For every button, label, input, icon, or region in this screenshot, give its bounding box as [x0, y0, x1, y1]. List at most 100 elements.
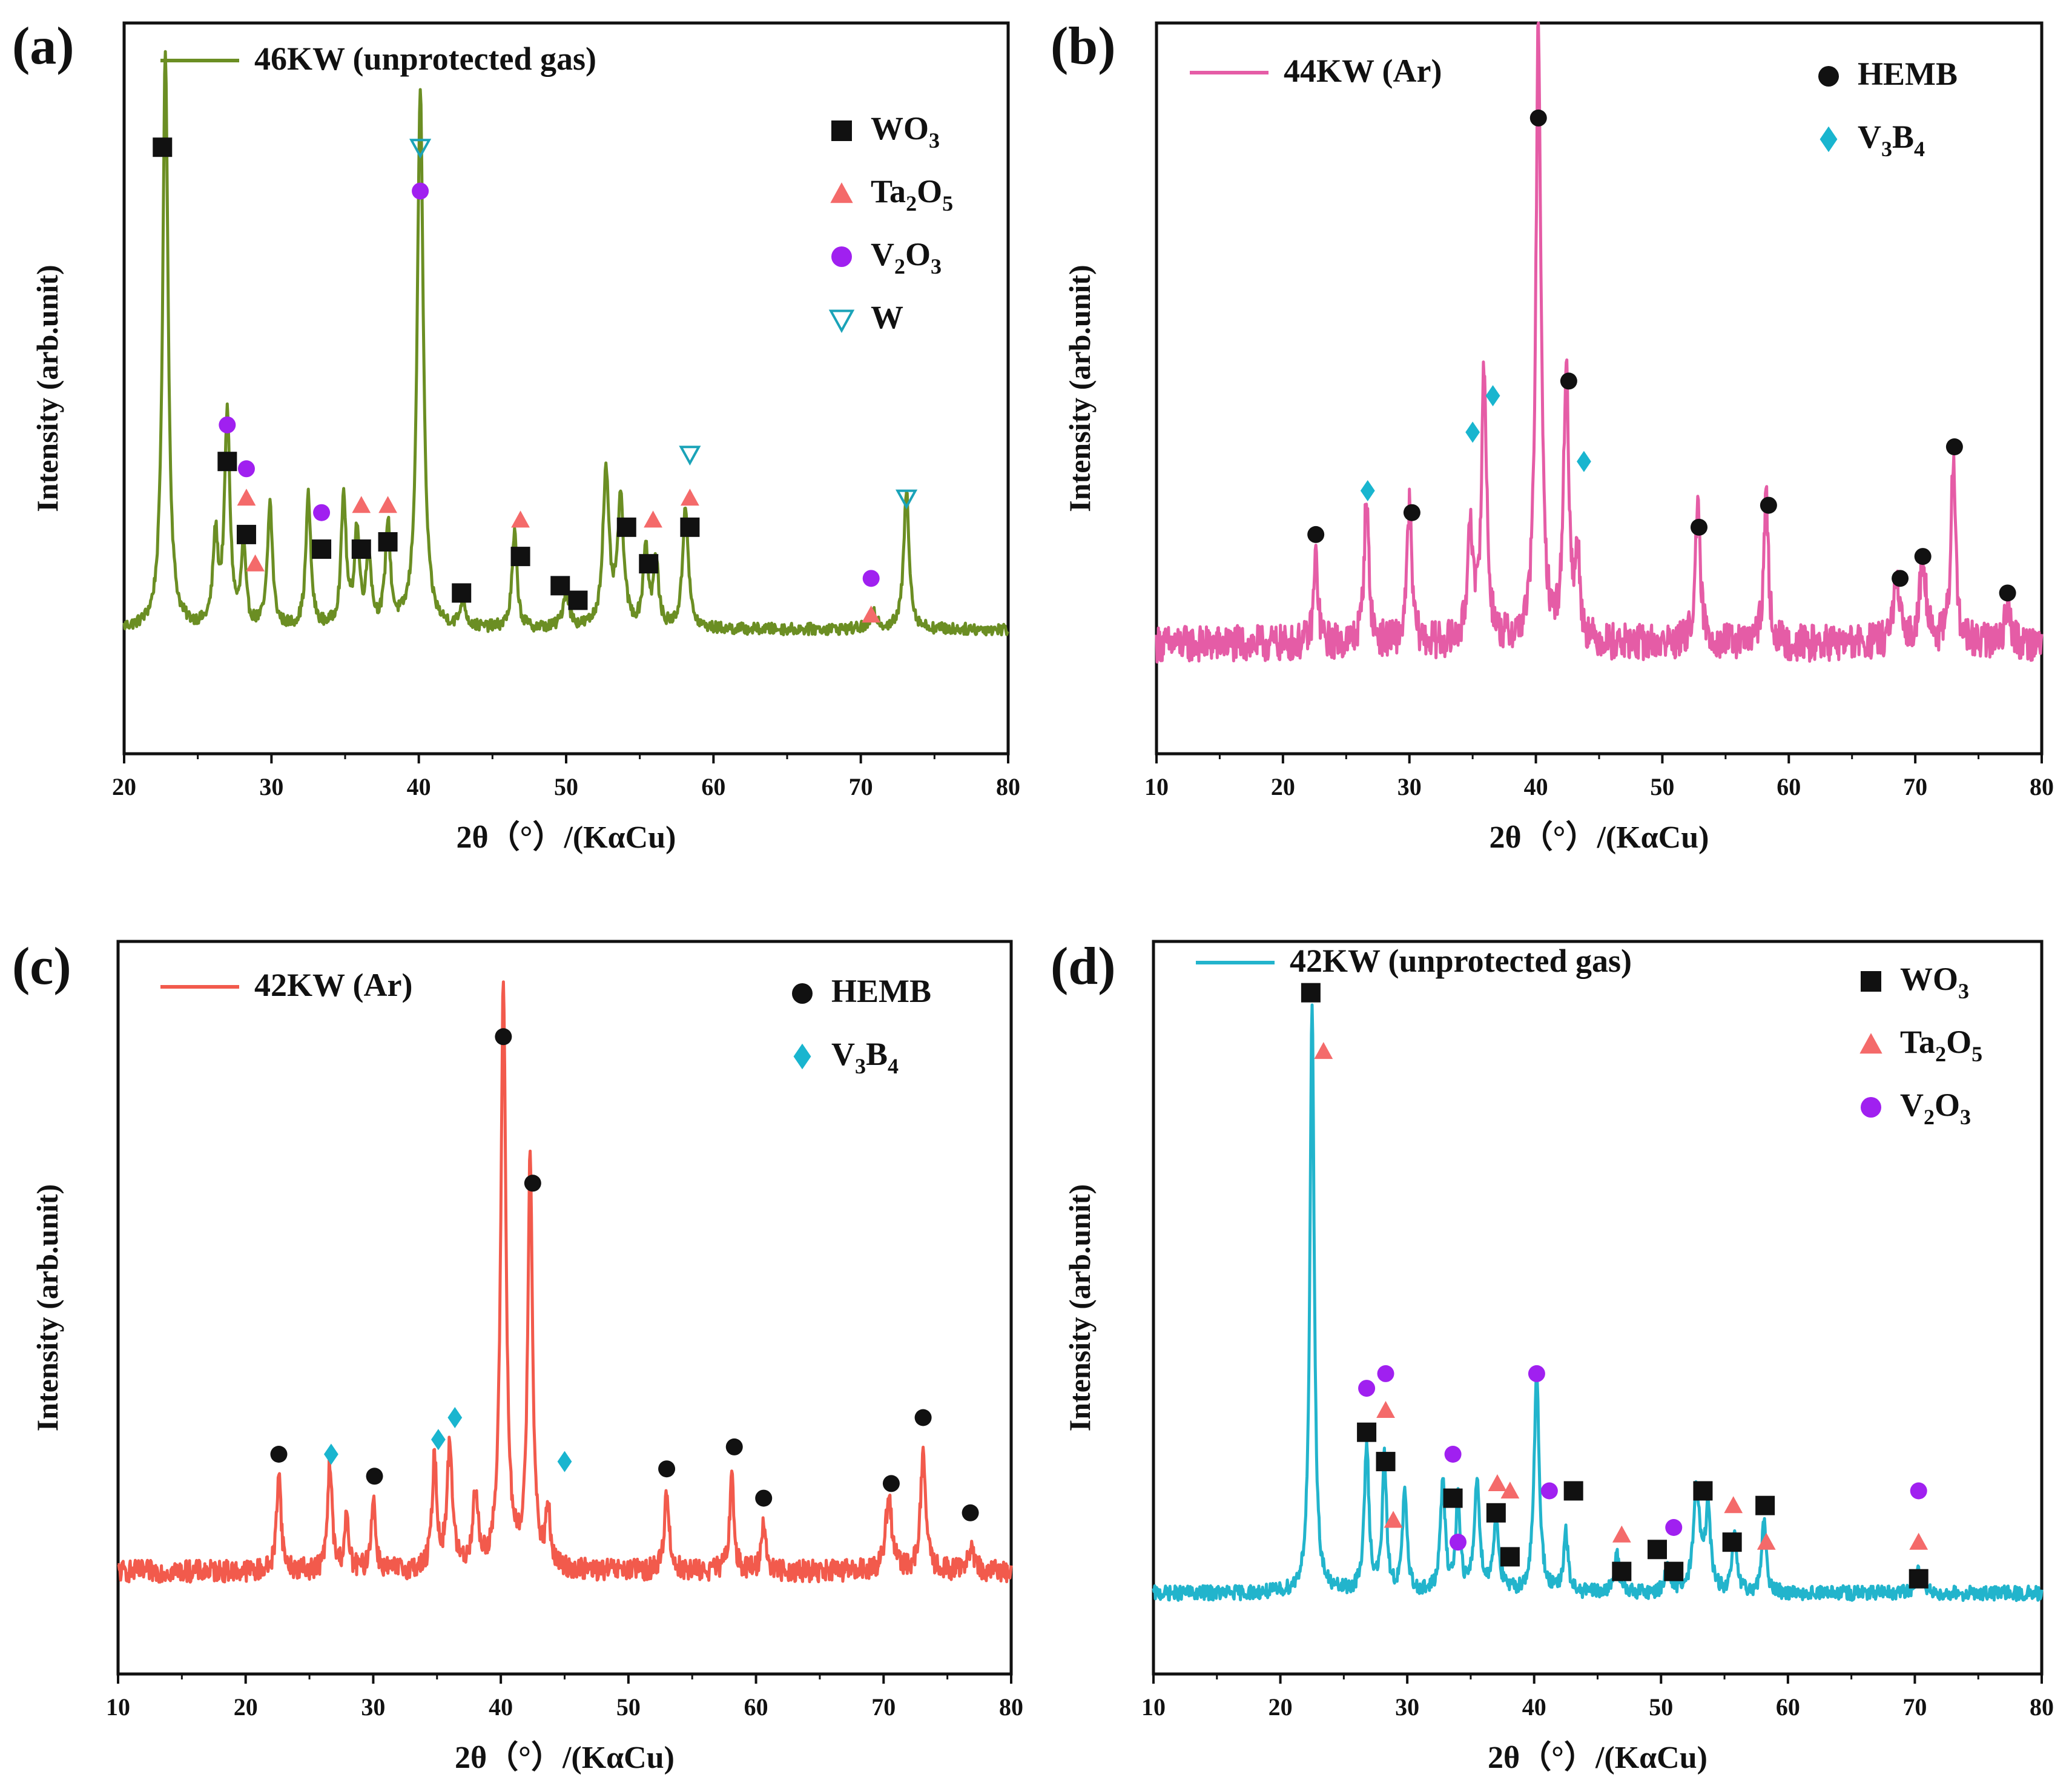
x-tick-label: 80 — [2030, 1693, 2054, 1721]
peak-marker-square — [153, 137, 173, 157]
legend-subscript: 3 — [1881, 137, 1892, 161]
peak-marker-square — [1664, 1561, 1684, 1581]
legend-text: O — [917, 173, 942, 209]
peak-marker-square — [1693, 1481, 1713, 1501]
phase-legend-label: V3B4 — [831, 1036, 899, 1078]
peak-marker-circle — [1307, 526, 1325, 543]
peak-marker-circle — [313, 504, 331, 521]
x-tick-label: 30 — [259, 773, 283, 800]
peak-marker-square — [639, 554, 659, 574]
panel-label: (d) — [1051, 937, 1116, 996]
peak-marker-circle — [725, 1438, 743, 1455]
x-axis-label: 2θ（°）/(KαCu) — [455, 1740, 675, 1775]
phase-legend-label: W — [871, 299, 903, 335]
peak-marker-circle — [1910, 1482, 1927, 1500]
legend-subscript: 3 — [855, 1054, 866, 1078]
peak-marker-triangle — [1500, 1481, 1520, 1499]
peak-marker-square — [1909, 1569, 1928, 1589]
legend-text: W — [871, 299, 903, 335]
peak-marker-square — [217, 452, 237, 472]
legend-text: V — [1858, 119, 1881, 155]
peak-marker-triangle — [1314, 1042, 1333, 1059]
x-tick-label: 70 — [1902, 1693, 1927, 1721]
x-tick-label: 20 — [1271, 773, 1295, 800]
x-tick-label: 30 — [361, 1693, 385, 1721]
panel-label: (c) — [12, 937, 71, 996]
peak-marker-circle — [1914, 548, 1932, 565]
peak-marker-circle — [1449, 1534, 1467, 1551]
peak-marker-triangle-down — [896, 489, 918, 510]
peak-marker-square — [616, 517, 636, 537]
legend-text: WO — [871, 110, 929, 147]
peak-marker-diamond — [1360, 479, 1375, 501]
x-tick-label: 70 — [871, 1693, 896, 1721]
legend-text: O — [1946, 1024, 1971, 1060]
panel-c: 10 20 30 40 50 60 70 80 2θ（°）/(KαCu) Intensity (a… — [12, 937, 1023, 1775]
legend-subscript: 4 — [1914, 137, 1925, 161]
x-tick-label: 10 — [106, 1693, 130, 1721]
peak-marker-triangle — [1612, 1525, 1631, 1543]
peak-marker-circle — [1999, 584, 2016, 602]
peak-marker-triangle — [681, 489, 699, 506]
phase-legend-label: HEMB — [831, 973, 931, 1009]
phase-legend-marker — [1859, 1033, 1882, 1054]
peak-marker-triangle — [237, 489, 256, 506]
series-line — [1152, 1003, 2044, 1603]
x-tick-label: 80 — [996, 773, 1020, 800]
series-legend-label: 44KW (Ar) — [1284, 53, 1442, 89]
peak-marker-square — [510, 547, 530, 567]
x-tick-label: 60 — [701, 773, 725, 800]
legend-subscript: 2 — [894, 254, 905, 278]
peak-marker-square — [680, 517, 700, 537]
legend-subscript: 3 — [929, 128, 940, 153]
x-tick-label: 20 — [1269, 1693, 1293, 1721]
phase-legend-marker — [792, 983, 813, 1004]
peak-marker-diamond — [557, 1451, 572, 1472]
series-legend-label: 42KW (unprotected gas) — [1290, 943, 1632, 979]
peak-marker-square — [1301, 983, 1321, 1003]
legend-text: Ta — [871, 173, 906, 209]
x-tick-label: 60 — [1777, 773, 1801, 800]
legend-text: HEMB — [831, 973, 931, 1009]
legend-subscript: 3 — [931, 254, 942, 278]
peak-marker-triangle — [644, 510, 662, 528]
panel-label: (b) — [1051, 17, 1116, 76]
legend-subscript: 2 — [1924, 1105, 1935, 1129]
phase-legend-marker — [1861, 1097, 1881, 1118]
peak-marker-square — [236, 524, 256, 544]
x-tick-label: 40 — [1522, 1693, 1546, 1721]
peak-marker-triangle — [1724, 1496, 1743, 1514]
peak-marker-square — [1443, 1488, 1463, 1508]
legend-text: B — [866, 1036, 888, 1072]
peak-marker-triangle — [511, 510, 530, 528]
peak-marker-circle — [962, 1504, 979, 1521]
panel-d: 10 20 30 40 50 60 70 80 2θ（°）/(KαCu) Intensity (a… — [1051, 937, 2054, 1775]
phase-legend-label: V3B4 — [1858, 119, 1925, 161]
phase-legend-label: V2O3 — [1900, 1087, 1971, 1129]
peak-marker-triangle-down — [409, 139, 432, 159]
phase-legend-marker — [830, 182, 853, 203]
phase-legend-marker — [831, 246, 852, 267]
legend-subscript: 5 — [942, 191, 953, 216]
peak-marker-circle — [862, 570, 880, 587]
phase-legend-marker — [1861, 971, 1881, 992]
peak-marker-circle — [219, 416, 236, 433]
x-tick-label: 50 — [554, 773, 578, 800]
peak-marker-circle — [1377, 1365, 1394, 1382]
x-tick-label: 60 — [744, 1693, 768, 1721]
y-axis-label: Intensity (arb.unit) — [1063, 1184, 1097, 1431]
peak-marker-triangle — [1909, 1532, 1928, 1550]
series-line — [117, 980, 1013, 1584]
peak-marker-circle — [237, 460, 255, 478]
peak-marker-circle — [1665, 1519, 1683, 1536]
peak-marker-circle — [270, 1446, 288, 1463]
phase-legend-marker — [1820, 126, 1838, 153]
peak-marker-square — [378, 532, 398, 552]
x-tick-label: 50 — [1649, 1693, 1673, 1721]
peak-marker-square — [1486, 1503, 1506, 1523]
panel-a: 20 30 40 50 60 70 80 2θ（°）/(KαCu) Intensity (arb… — [12, 17, 1020, 855]
peak-marker-circle — [1945, 438, 1963, 456]
peak-marker-circle — [1760, 496, 1777, 514]
peak-marker-triangle — [246, 554, 265, 572]
